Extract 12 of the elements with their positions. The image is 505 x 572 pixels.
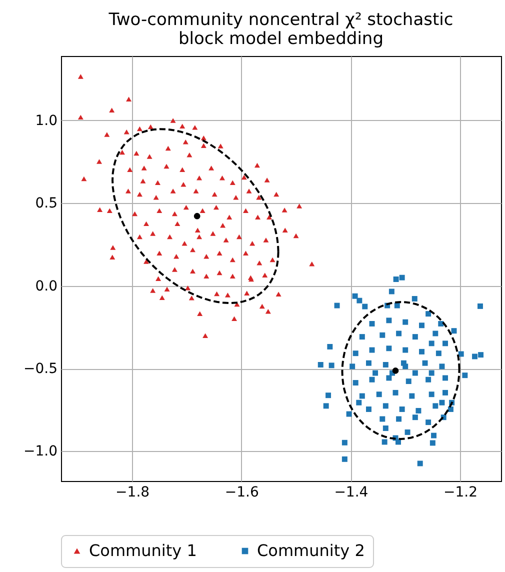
legend-label: Community 1 (89, 541, 197, 560)
y-tick-label: 0.5 (35, 196, 58, 212)
x-tick-label: −1.2 (444, 484, 478, 500)
y-tick-label: 0.0 (35, 278, 58, 294)
x-tick-label: −1.8 (116, 484, 150, 500)
y-tick-label: −1.0 (24, 444, 58, 460)
legend-label: Community 2 (257, 541, 365, 560)
x-tick-label: −1.6 (224, 484, 259, 500)
chart-title: Two-community noncentral χ² stochastic block model embedding (108, 10, 454, 49)
x-tick-label: −1.4 (334, 484, 368, 500)
y-tick-label: −0.5 (24, 361, 58, 378)
y-tick-label: 1.0 (35, 112, 58, 129)
